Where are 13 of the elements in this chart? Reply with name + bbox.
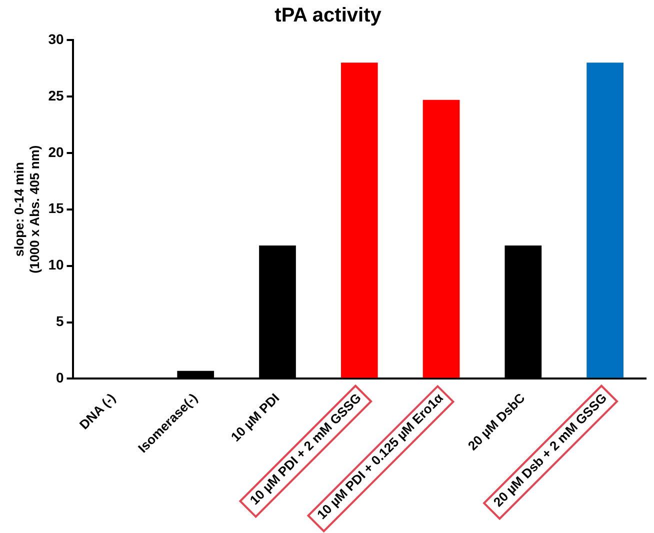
y-tick-label: 20 — [48, 144, 64, 160]
y-tick-label: 25 — [48, 87, 64, 104]
bar — [422, 100, 460, 378]
chart-title: tPA activity — [274, 4, 382, 27]
y-axis-title: slope: 0-14 min (1000 x Abs. 405 nm) — [11, 145, 42, 274]
bar — [340, 62, 378, 378]
y-tick-label: 15 — [48, 200, 64, 216]
bar — [586, 62, 624, 378]
y-tick-label: 10 — [48, 256, 64, 273]
y-tick-label: 0 — [56, 370, 64, 386]
y-tick-label: 5 — [56, 313, 64, 330]
y-tick-label: 30 — [48, 30, 64, 47]
x-tick-label: 10 µM PDI — [228, 390, 282, 445]
